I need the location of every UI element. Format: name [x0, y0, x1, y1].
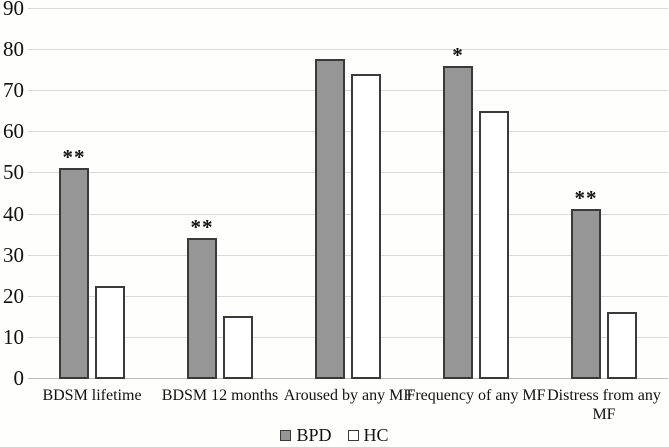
legend-item-hc: HC	[347, 425, 389, 445]
x-tick-label: BDSM lifetime	[42, 387, 142, 404]
bar-bpd	[315, 59, 345, 379]
bar-hc	[223, 316, 253, 379]
bar-bpd	[187, 238, 217, 379]
legend-label-hc: HC	[363, 425, 389, 445]
y-tick-label: 60	[3, 119, 24, 144]
legend-swatch-bpd	[280, 429, 292, 441]
bar-hc	[95, 285, 125, 379]
legend-item-bpd: BPD	[280, 425, 332, 445]
y-tick-label: 80	[3, 37, 24, 62]
y-tick-label: 90	[3, 0, 24, 20]
gridline	[28, 49, 668, 51]
plot-area: ** ** * **	[28, 8, 668, 379]
legend-swatch-hc	[347, 429, 359, 441]
gridline	[28, 172, 668, 174]
significance-marker: **	[190, 215, 214, 240]
significance-marker: *	[452, 42, 464, 67]
y-tick-label: 30	[3, 242, 24, 267]
y-tick-label: 20	[3, 283, 24, 308]
gridline	[28, 295, 668, 297]
y-tick-label: 40	[3, 201, 24, 226]
x-tick-label: Distress from any MF	[547, 387, 661, 423]
gridline	[28, 131, 668, 133]
gridline	[28, 213, 668, 215]
bar-bpd	[571, 209, 601, 379]
legend: BPD HC	[0, 425, 669, 445]
y-tick-label: 0	[13, 366, 25, 390]
y-tick-label: 10	[3, 324, 24, 349]
x-tick-label: Frequency of any MF	[406, 387, 546, 404]
gridline	[28, 8, 668, 9]
x-tick-label: BDSM 12 months	[161, 387, 279, 404]
gridline	[28, 336, 668, 338]
bar-bpd	[59, 168, 89, 379]
legend-label-bpd: BPD	[296, 425, 332, 445]
bar-bpd	[443, 65, 473, 379]
bar-hc	[479, 110, 509, 379]
gridline	[28, 90, 668, 92]
bar-hc	[351, 73, 381, 379]
bar-hc	[607, 312, 637, 379]
gridline	[28, 254, 668, 256]
y-tick-label: 50	[3, 160, 24, 185]
x-tick-label: Aroused by any MF	[283, 387, 413, 404]
significance-marker: **	[62, 145, 86, 170]
y-tick-label: 70	[3, 78, 24, 103]
significance-marker: **	[574, 186, 598, 211]
x-axis-line	[28, 378, 668, 379]
